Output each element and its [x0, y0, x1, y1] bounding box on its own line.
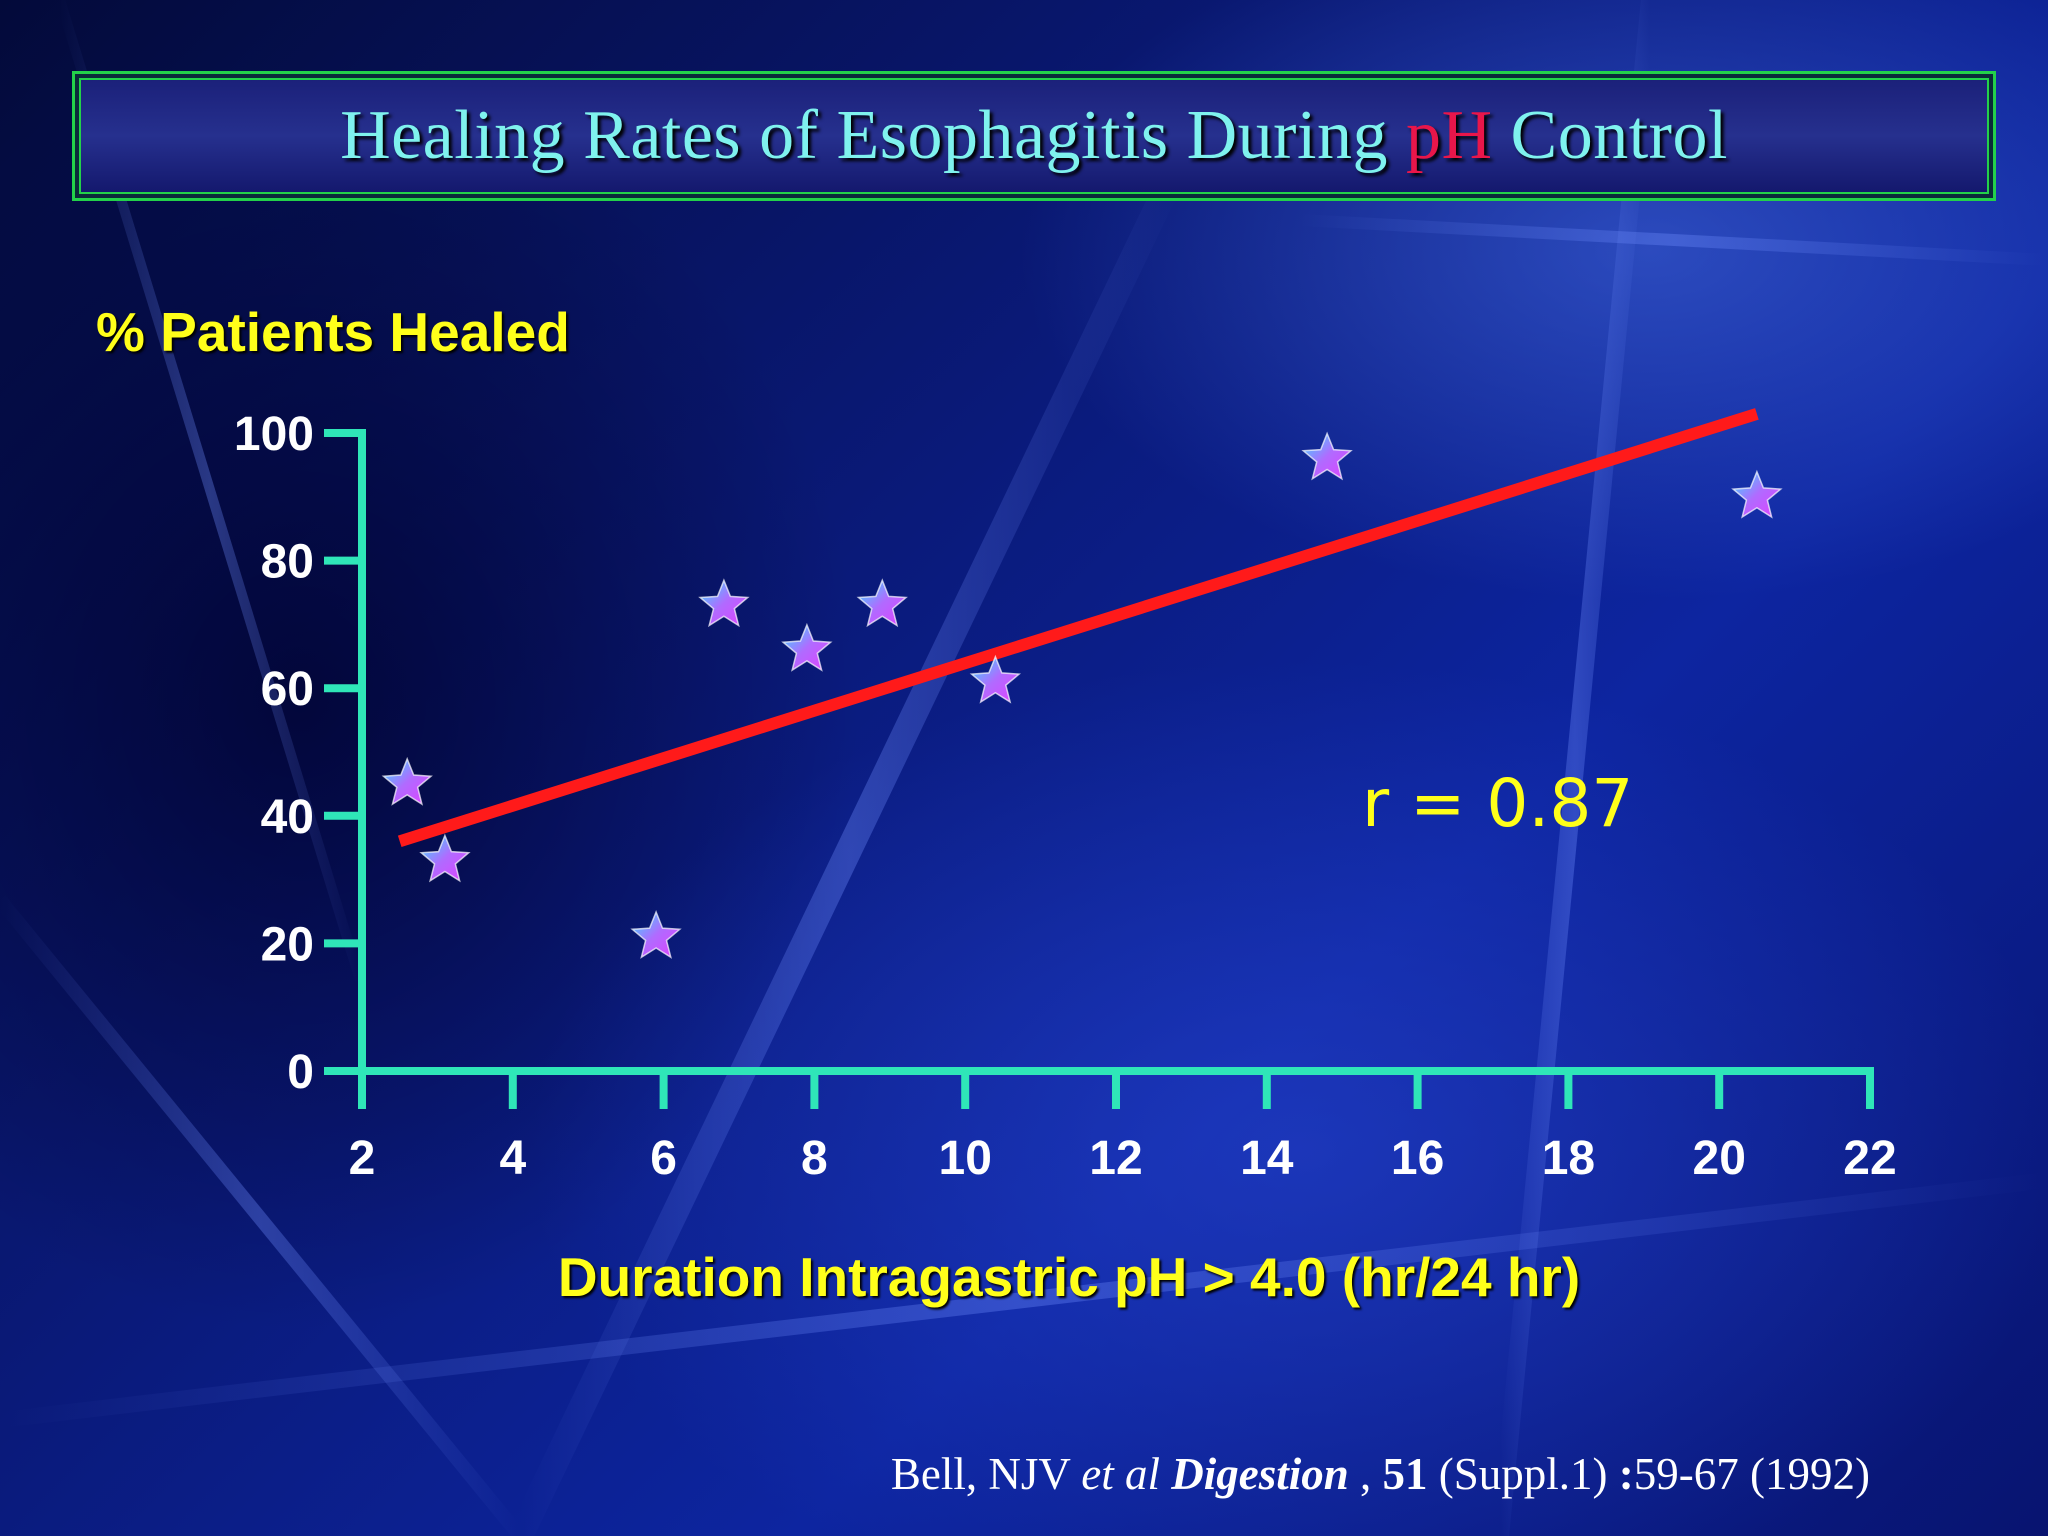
x-tick-label-12: 12	[1089, 1132, 1142, 1185]
x-tick-label-22: 22	[1843, 1132, 1896, 1185]
citation-etal: et al	[1081, 1449, 1160, 1499]
regression-layer	[397, 408, 1759, 848]
x-tick-label-6: 6	[650, 1132, 677, 1185]
x-tick-label-20: 20	[1693, 1132, 1746, 1185]
regression-line	[397, 408, 1759, 848]
citation-volume: 51	[1382, 1449, 1428, 1499]
data-point-3	[630, 909, 682, 959]
y-tick-label-40: 40	[261, 791, 314, 844]
title-box: Healing Rates of Esophagitis During pH C…	[72, 71, 1996, 201]
y-tick-label-0: 0	[287, 1046, 314, 1099]
page-title: Healing Rates of Esophagitis During pH C…	[340, 96, 1728, 176]
axes: 0 20 40 60 80 100 2 4 6 8 10 12 14 16 18 20 22	[234, 408, 1897, 1185]
citation-supp: (Suppl.1)	[1427, 1449, 1619, 1499]
data-point-7	[969, 654, 1022, 704]
citation-author: Bell, NJV	[890, 1449, 1082, 1499]
data-point-8	[1301, 431, 1353, 481]
x-axis-title: Duration Intragastric pH > 4.0 (hr/24 hr…	[557, 1246, 1581, 1308]
title-part-1: Healing Rates of Esophagitis During	[340, 97, 1406, 174]
citation-pages: 59-67 (1992)	[1633, 1449, 1870, 1499]
citation: Bell, NJV et al Digestion , 51 (Suppl.1)…	[891, 1448, 1870, 1500]
x-tick-label-16: 16	[1391, 1132, 1444, 1185]
data-point-9	[1731, 469, 1783, 519]
correlation-annotation: r = 0.87	[1362, 765, 1634, 842]
data-point-4	[698, 578, 750, 628]
y-tick-label-60: 60	[261, 663, 314, 716]
x-tick-label-10: 10	[939, 1132, 992, 1185]
citation-journal: Digestion	[1171, 1449, 1349, 1499]
data-point-2	[419, 833, 471, 883]
data-point-5	[781, 622, 833, 672]
points-layer	[381, 431, 1783, 959]
y-tick-label-100: 100	[234, 408, 314, 461]
y-tick-label-80: 80	[261, 536, 314, 589]
citation-colon: :	[1618, 1449, 1634, 1499]
y-axis-title: % Patients Healed	[96, 301, 570, 363]
title-highlight: pH	[1405, 97, 1493, 174]
data-point-6	[856, 578, 908, 628]
x-tick-label-14: 14	[1240, 1132, 1294, 1185]
x-tick-label-18: 18	[1542, 1132, 1595, 1185]
data-point-1	[381, 756, 433, 806]
x-tick-label-4: 4	[499, 1132, 526, 1185]
x-tick-label-2: 2	[349, 1132, 376, 1185]
citation-sep: ,	[1348, 1449, 1383, 1499]
y-tick-label-20: 20	[261, 918, 314, 971]
title-part-2: Control	[1492, 97, 1728, 174]
x-tick-label-8: 8	[801, 1132, 828, 1185]
